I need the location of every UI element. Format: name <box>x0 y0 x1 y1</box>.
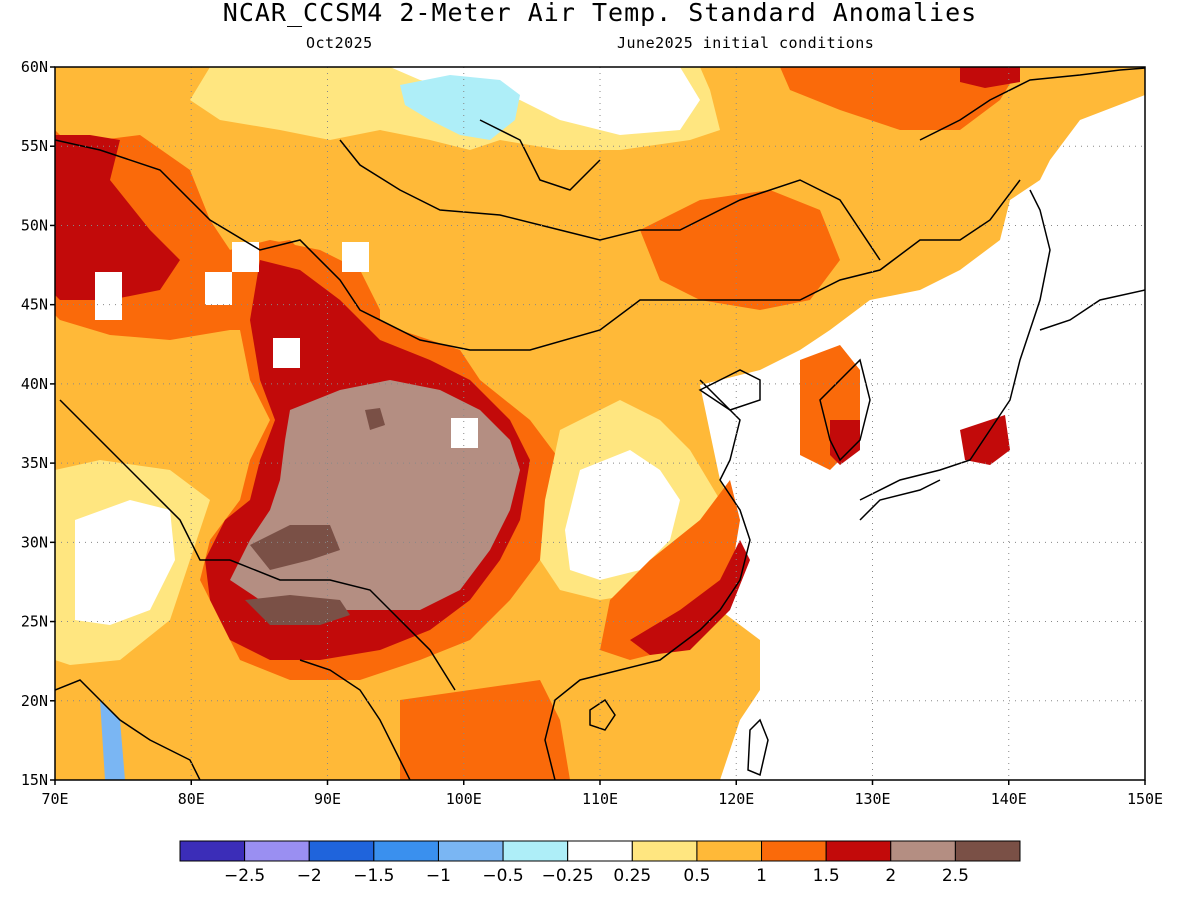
colorbar-label: 2 <box>885 866 896 886</box>
lat-label: 45N <box>21 296 48 314</box>
lat-label: 35N <box>21 454 48 472</box>
anomaly-region-north-lightblue <box>400 75 520 140</box>
anomaly-region-tibet-darkbrown-2 <box>245 595 350 625</box>
lat-label: 40N <box>21 375 48 393</box>
lat-label: 20N <box>21 692 48 710</box>
grid-lines <box>55 67 1145 780</box>
lat-label: 25N <box>21 613 48 631</box>
missing-cell-4 <box>273 338 300 368</box>
colorbar-label: 0.25 <box>613 866 651 886</box>
valid-month-label: Oct2025 <box>306 34 373 52</box>
colorbar-swatch <box>825 840 892 862</box>
longitude-labels: 70E 80E 90E 100E 110E 120E 130E 140E 150E <box>41 780 1163 808</box>
anomaly-region-tibet-darkbrown-3 <box>365 408 385 430</box>
anomaly-region-southeast-red <box>630 540 750 655</box>
colorbar-swatch <box>631 840 698 862</box>
anomaly-region-west-red <box>55 135 180 300</box>
colorbar-swatch <box>954 840 1021 862</box>
colorbar-swatch <box>308 840 375 862</box>
colorbar-swatch <box>890 840 956 862</box>
colorbar-label: 1 <box>756 866 767 886</box>
initial-conditions-label: June2025 initial conditions <box>617 34 875 52</box>
latitude-labels: 15N 20N 25N 30N 35N 40N 45N 50N 55N 60N <box>21 58 55 789</box>
lon-label: 90E <box>314 790 341 808</box>
colorbar-label: 0.5 <box>683 866 710 886</box>
colorbar-label: 1.5 <box>813 866 840 886</box>
colorbar-label: −2.5 <box>224 866 265 886</box>
anomaly-field <box>55 67 1145 780</box>
colorbar-swatch <box>179 840 246 862</box>
anomaly-region-arabian-sea-blue <box>100 700 125 780</box>
anomaly-region-east-white <box>565 450 680 580</box>
lon-label: 120E <box>718 790 754 808</box>
colorbar-label: −1 <box>426 866 451 886</box>
lon-label: 140E <box>991 790 1027 808</box>
anomaly-region-tibet-darkbrown-1 <box>250 525 340 570</box>
missing-cell-1 <box>95 272 122 320</box>
lat-label: 60N <box>21 58 48 76</box>
colorbar-swatch <box>244 840 310 862</box>
lat-label: 15N <box>21 771 48 789</box>
missing-cell-3 <box>342 242 369 272</box>
colorbar-labels: −2.5 −2 −1.5 −1 −0.5 −0.25 0.25 0.5 1 1.5 2 2.5 <box>224 866 969 886</box>
anomaly-region-india-white <box>75 500 175 625</box>
lat-label: 55N <box>21 137 48 155</box>
map-title: NCAR_CCSM4 2-Meter Air Temp. Standard An… <box>222 0 978 27</box>
colorbar-label: −0.25 <box>542 866 594 886</box>
anomaly-region-southeast-orange <box>600 480 740 660</box>
missing-cell-6 <box>205 272 232 305</box>
lat-label: 50N <box>21 216 48 234</box>
lon-label: 70E <box>41 790 68 808</box>
colorbar-swatch <box>437 840 504 862</box>
colorbar-label: −1.5 <box>353 866 394 886</box>
lon-label: 150E <box>1127 790 1163 808</box>
colorbar-swatch <box>502 840 569 862</box>
missing-cell-5 <box>451 418 478 448</box>
lat-label: 30N <box>21 533 48 551</box>
colorbar-swatch <box>373 840 439 862</box>
colorbar-label: 2.5 <box>942 866 969 886</box>
colorbar <box>179 840 1021 862</box>
colorbar-swatch <box>761 840 827 862</box>
lon-label: 100E <box>446 790 482 808</box>
lon-label: 80E <box>178 790 205 808</box>
anomaly-region-indochina-orange <box>400 680 570 780</box>
colorbar-label: −2 <box>297 866 322 886</box>
anomaly-region-japan-red <box>960 415 1010 465</box>
lon-label: 110E <box>582 790 618 808</box>
colorbar-swatch <box>696 840 763 862</box>
anomaly-region-northeast-orange <box>780 67 1020 130</box>
anomaly-region-mongolia-orange <box>640 190 840 310</box>
anomaly-region-northeast-red <box>960 67 1020 88</box>
colorbar-swatch <box>567 840 633 862</box>
lon-label: 130E <box>854 790 890 808</box>
colorbar-label: −0.5 <box>482 866 523 886</box>
ocean-area <box>700 95 1145 780</box>
coastline-borders <box>55 67 1145 780</box>
